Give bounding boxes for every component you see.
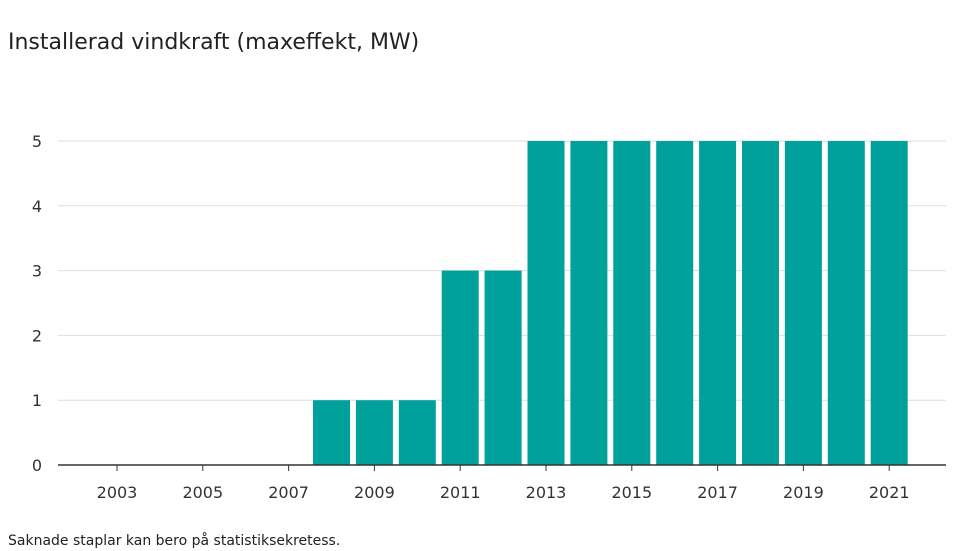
x-tick-label-2011: 2011	[440, 483, 481, 502]
bar-2018	[742, 141, 779, 465]
x-tick-label-2009: 2009	[354, 483, 395, 502]
x-tick-label-2005: 2005	[182, 483, 223, 502]
bar-2014	[570, 141, 608, 465]
y-tick-label-4: 4	[32, 197, 42, 216]
x-tick-label-2003: 2003	[97, 483, 138, 502]
footnote: Saknade staplar kan bero på statistiksek…	[8, 533, 341, 549]
bar-2012	[484, 270, 522, 465]
x-tick-label-2015: 2015	[611, 483, 652, 502]
x-tick-label-2021: 2021	[869, 483, 910, 502]
bar-2013	[527, 141, 565, 465]
bar-2020	[827, 141, 865, 465]
bar-2017	[699, 141, 737, 465]
bar-2019	[784, 141, 822, 465]
y-tick-label-2: 2	[32, 326, 42, 345]
bar-2008	[313, 400, 350, 465]
x-tick-label-2019: 2019	[783, 483, 824, 502]
y-tick-label-1: 1	[32, 391, 42, 410]
y-tick-label-5: 5	[32, 132, 42, 151]
bar-2016	[656, 141, 694, 465]
bar-2011	[441, 270, 479, 465]
x-tick-label-2007: 2007	[268, 483, 309, 502]
chart-title: Installerad vindkraft (maxeffekt, MW)	[8, 30, 420, 55]
y-tick-label-0: 0	[32, 456, 42, 475]
bar-2021	[870, 141, 908, 465]
bar-2009	[355, 400, 393, 465]
bar-2015	[613, 141, 651, 465]
y-tick-label-3: 3	[32, 262, 42, 281]
x-tick-label-2017: 2017	[697, 483, 738, 502]
bar-2010	[398, 400, 436, 465]
x-tick-label-2013: 2013	[526, 483, 567, 502]
